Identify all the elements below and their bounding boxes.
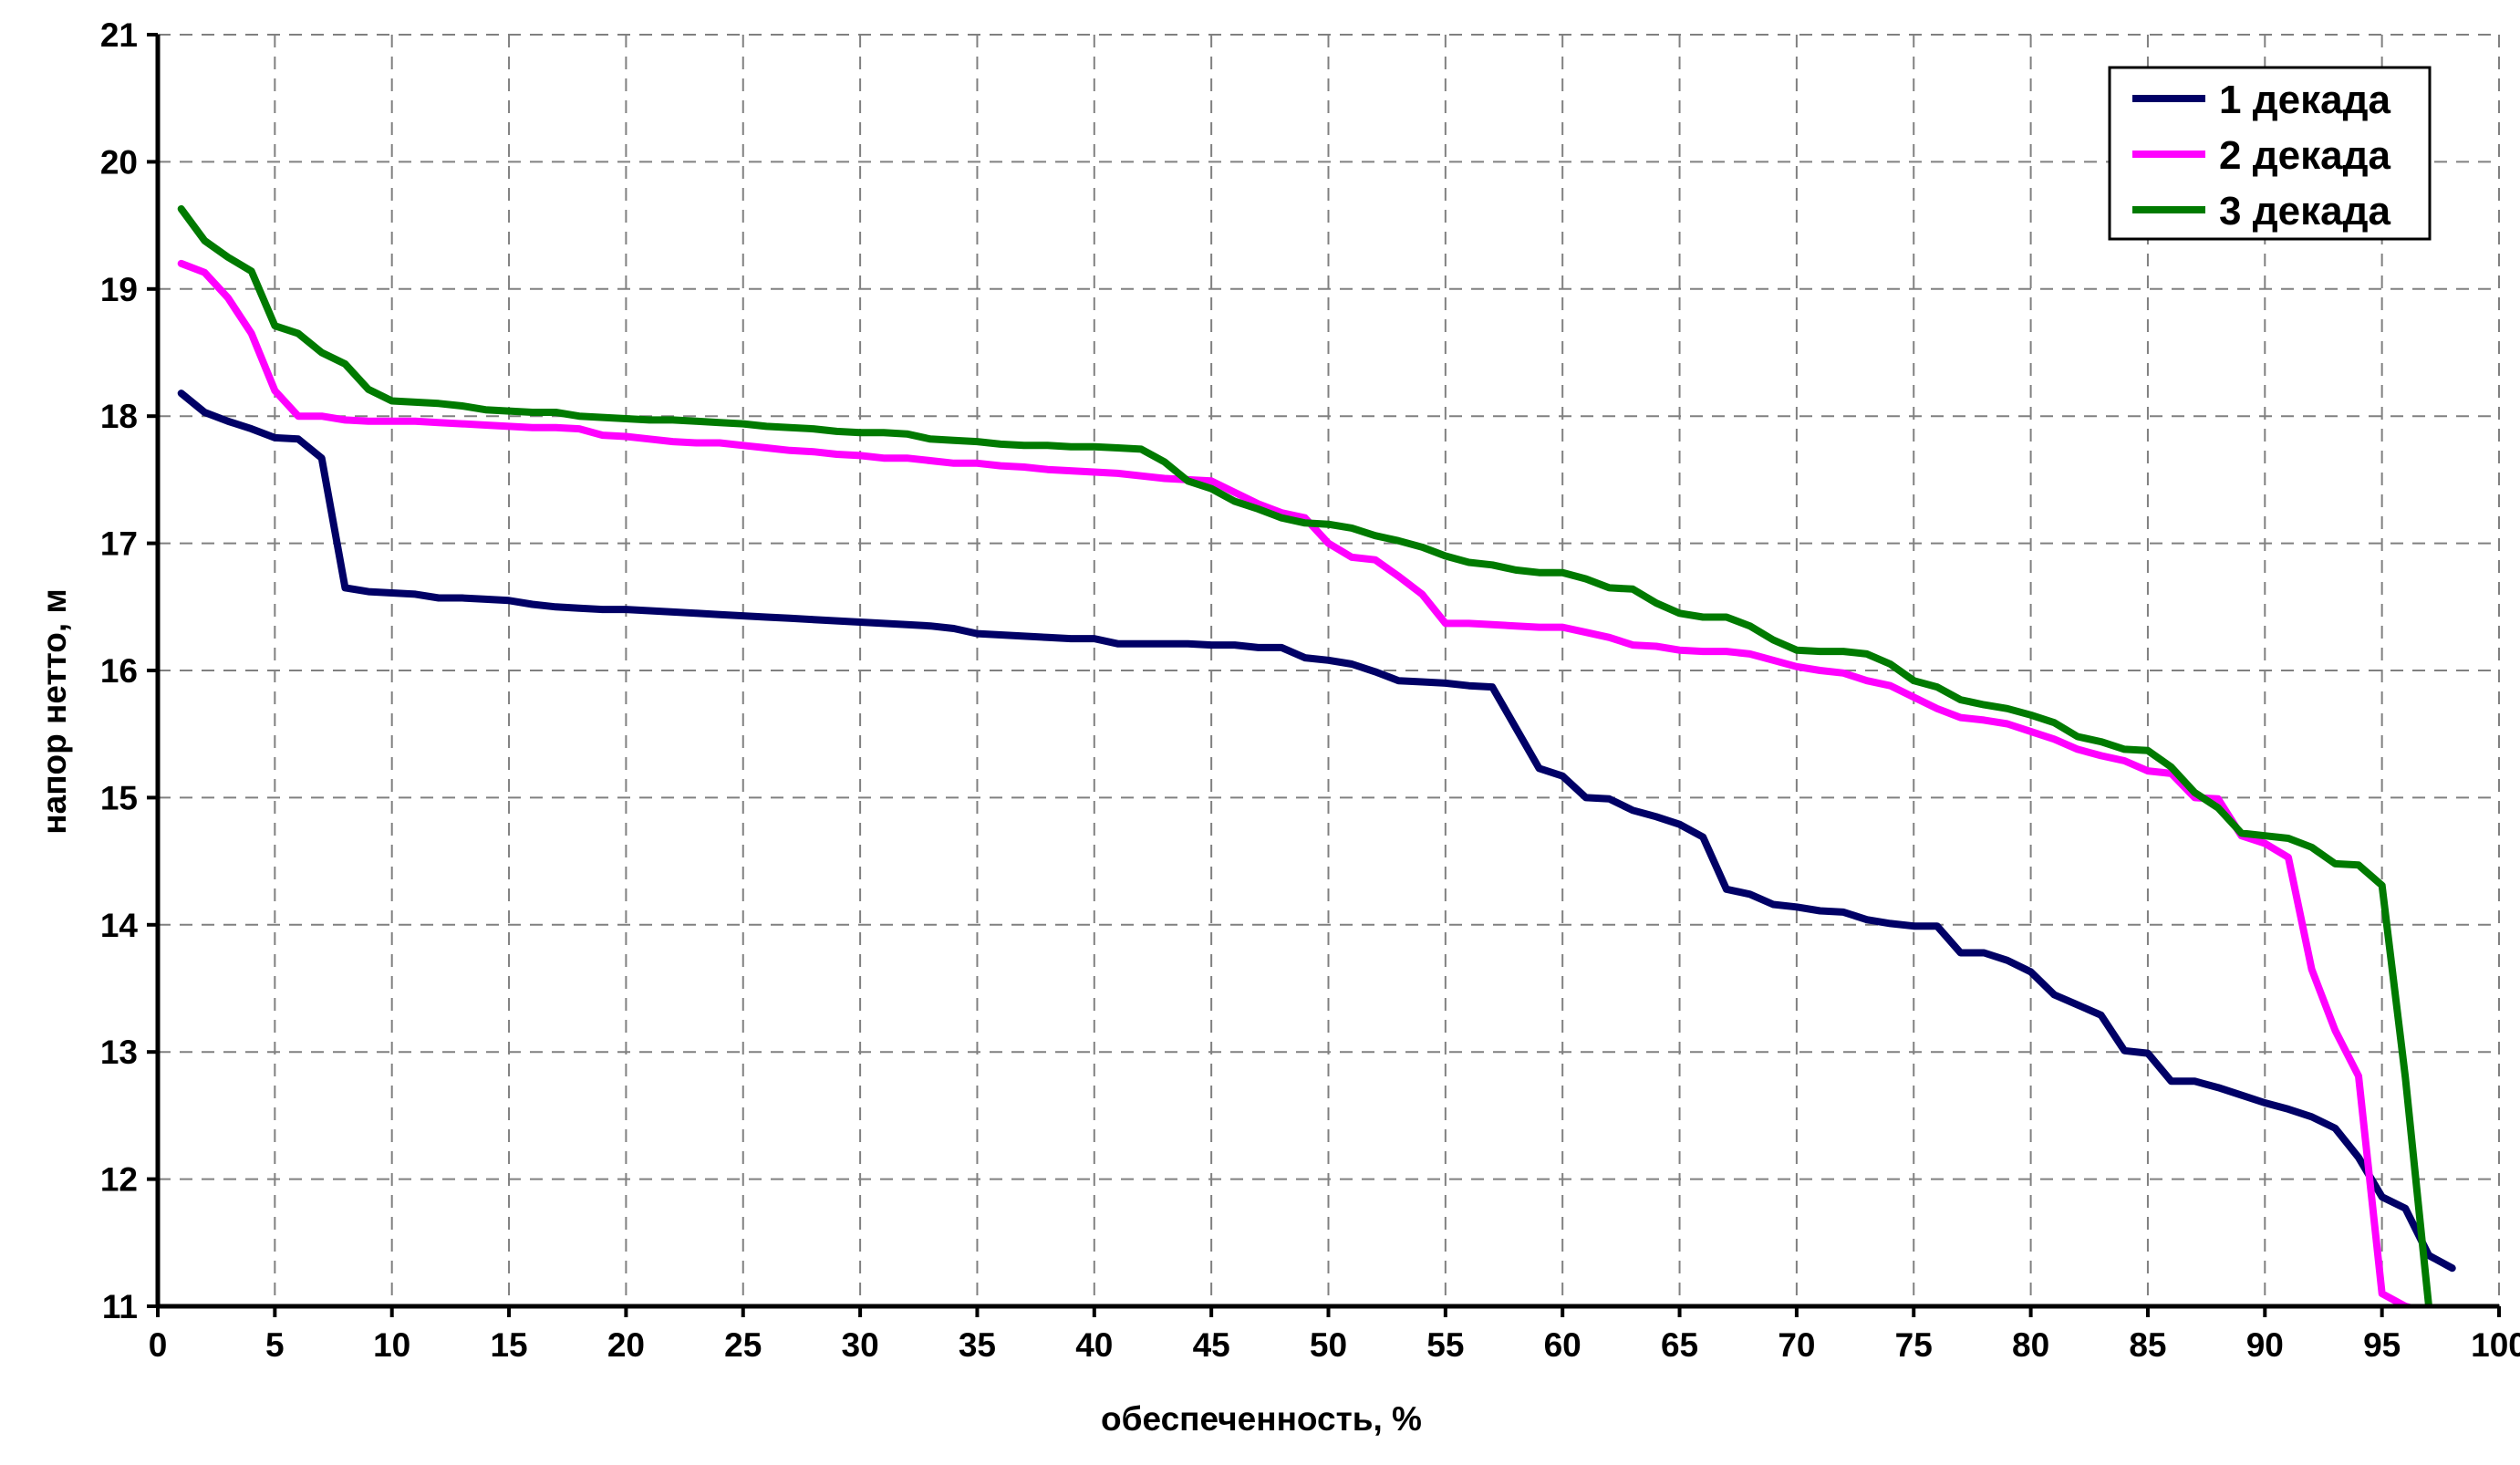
gridlines	[158, 34, 2500, 1306]
y-tick-label: 19	[100, 271, 138, 308]
x-tick-label: 100	[2471, 1326, 2520, 1364]
y-tick-label: 17	[100, 525, 138, 563]
x-tick-label: 35	[959, 1326, 996, 1364]
series-line-2	[177, 259, 2420, 1306]
x-tick-label: 30	[842, 1326, 879, 1364]
legend: 1 декада 2 декада 3 декада	[2108, 66, 2432, 241]
series-line-3	[177, 205, 2432, 1306]
legend-label-3: 3 декада	[2219, 189, 2391, 234]
y-tick-label: 15	[100, 779, 138, 816]
y-tick-label: 13	[100, 1034, 138, 1071]
x-tick-label: 55	[1426, 1326, 1464, 1364]
x-tick-label: 50	[1310, 1326, 1347, 1364]
x-tick-label: 95	[2363, 1326, 2401, 1364]
series-lines	[177, 205, 2456, 1306]
y-tick-label: 21	[100, 16, 138, 54]
y-axis-title: напор нетто, м	[36, 588, 73, 834]
y-tick-label: 18	[100, 398, 138, 435]
legend-label-2: 2 декада	[2219, 133, 2391, 178]
legend-label-1: 1 декада	[2219, 78, 2391, 122]
x-tick-label: 85	[2129, 1326, 2166, 1364]
y-tick-label: 20	[100, 143, 138, 181]
x-tick-label: 75	[1895, 1326, 1933, 1364]
y-tick-label: 16	[100, 652, 138, 690]
x-tick-label: 90	[2246, 1326, 2284, 1364]
x-tick-label: 80	[2012, 1326, 2049, 1364]
x-tick-label: 10	[373, 1326, 410, 1364]
x-tick-label: 65	[1661, 1326, 1698, 1364]
x-tick-label: 70	[1778, 1326, 1815, 1364]
x-tick-label: 0	[149, 1326, 168, 1364]
x-tick-label: 15	[490, 1326, 527, 1364]
x-tick-label: 5	[265, 1326, 285, 1364]
x-tick-label: 60	[1544, 1326, 1581, 1364]
x-tick-label: 45	[1193, 1326, 1230, 1364]
x-axis-title: обеспеченность, %	[1101, 1400, 1422, 1438]
x-axis-ticks: 0 5 10 15 20 25 30 35 40 45 50 55 60 65 70 75 80 85 90 95 10…	[149, 1306, 2520, 1364]
y-tick-label: 11	[102, 1288, 138, 1325]
series-line-1	[177, 390, 2456, 1273]
y-tick-label: 12	[100, 1161, 138, 1199]
x-tick-label: 20	[607, 1326, 645, 1364]
y-axis-ticks: 11 12 13 14 15 16 17 18 19 20 21	[100, 16, 158, 1325]
x-tick-label: 25	[724, 1326, 762, 1364]
y-tick-label: 14	[100, 907, 139, 944]
x-tick-label: 40	[1075, 1326, 1113, 1364]
